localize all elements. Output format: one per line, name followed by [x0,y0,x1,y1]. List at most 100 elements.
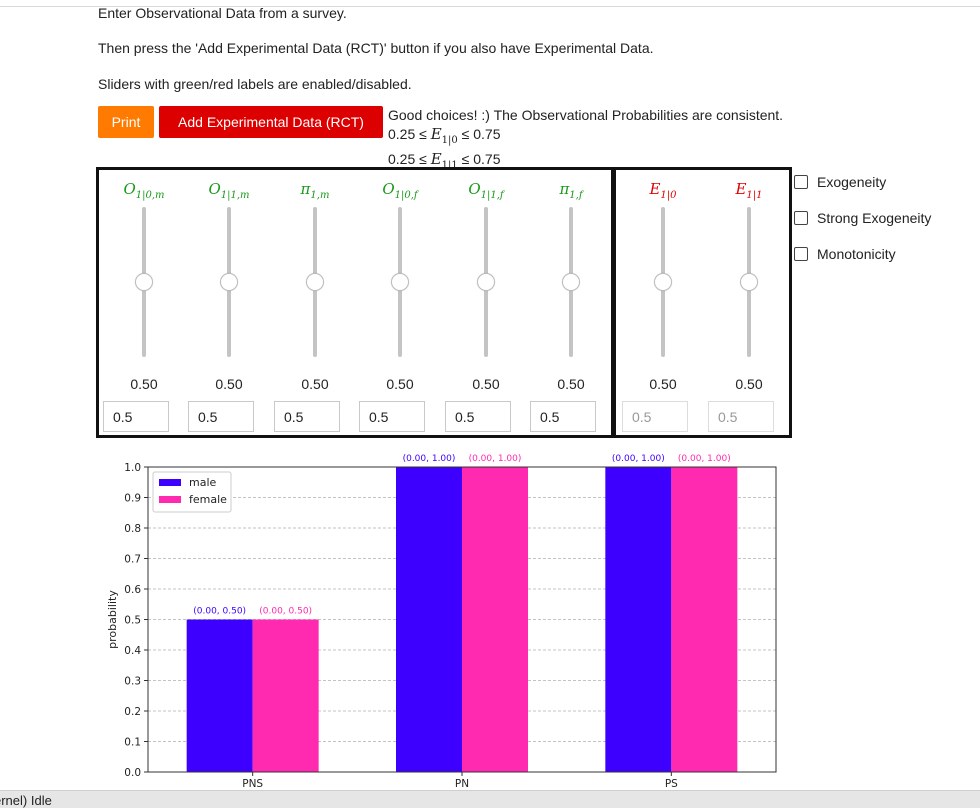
slider-handle[interactable] [740,273,758,291]
bar-female-PN [462,467,528,772]
y-tick-label: 1.0 [124,462,141,474]
slider-label: O1|0,f [382,180,418,201]
slider-handle[interactable] [477,273,495,291]
slider-value-label: 0.50 [215,376,243,392]
bound-e10-var: E1|0 [430,125,458,146]
status-message: Good choices! :) The Observational Proba… [388,107,784,123]
slider-value-input[interactable] [188,401,254,432]
bar-label-female-PN: (0.00, 1.00) [469,454,522,464]
top-divider [0,6,980,7]
exogeneity-checkbox-row[interactable]: Exogeneity [794,174,886,190]
x-tick-label: PNS [242,778,263,790]
experimental-sliders-panel: E1|0 0.50 E1|1 0.50 [613,167,792,438]
slider-label: E1|0 [649,180,677,201]
y-tick-label: 0.8 [124,523,141,535]
slider-label: π1,m [300,180,330,201]
strong-exogeneity-checkbox-row[interactable]: Strong Exogeneity [794,210,931,226]
bar-male-PNS [186,619,253,772]
y-tick-label: 0.3 [124,676,141,688]
strong-exogeneity-label: Strong Exogeneity [817,210,932,226]
y-tick-label: 0.9 [124,493,141,505]
bound-e11: 0.25 ≤ E1|1 ≤ 0.75 [388,150,783,175]
slider-handle[interactable] [220,273,238,291]
x-tick-label: PS [665,778,678,790]
slider-handle[interactable] [391,273,409,291]
bar-label-female-PS: (0.00, 1.00) [678,454,731,464]
monotonicity-checkbox[interactable] [794,247,808,261]
y-tick-label: 0.7 [124,554,141,566]
legend-swatch-female [159,496,181,503]
probability-bar-chart: 0.0 0.1 0.2 0.3 0.4 0.5 0.6 0.7 0.8 0.9 1.0 (0.00, … [106,454,777,790]
bar-label-male-PS: (0.00, 1.00) [612,454,665,464]
slider-value-input[interactable] [445,401,511,432]
legend-swatch-male [159,479,181,486]
slider-value-input[interactable] [274,401,340,432]
bound-e10-lower: 0.25 ≤ [388,126,427,142]
add-experimental-data-button[interactable]: Add Experimental Data (RCT) [159,106,383,138]
bound-e10-upper: ≤ 0.75 [461,126,501,142]
bar-label-male-PN: (0.00, 1.00) [403,454,456,464]
slider-value-label: 0.50 [735,376,763,392]
slider-3[interactable]: π1,m 0.50 [272,170,358,435]
slider-value-input[interactable] [622,401,688,432]
slider-value-input[interactable] [103,401,169,432]
bound-e11-var: E1|1 [430,150,458,171]
intro-line-3: Sliders with green/red labels are enable… [98,76,412,92]
slider-2[interactable]: O1|1,m 0.50 [186,170,272,435]
slider-1[interactable]: O1|0,m 0.50 [101,170,187,435]
slider-value-input[interactable] [708,401,774,432]
bound-e11-lower: 0.25 ≤ [388,151,427,167]
intro-line-1: Enter Observational Data from a survey. [98,5,347,21]
slider-value-label: 0.50 [301,376,329,392]
slider-6[interactable]: π1,f 0.50 [528,170,614,435]
slider-value-label: 0.50 [130,376,158,392]
slider-label: O1|0,m [123,180,165,201]
exogeneity-checkbox[interactable] [794,175,808,189]
y-tick-label: 0.2 [124,706,141,718]
bar-female-PNS [252,619,319,772]
slider-value-input[interactable] [359,401,425,432]
strong-exogeneity-checkbox[interactable] [794,211,808,225]
bound-e11-upper: ≤ 0.75 [461,151,501,167]
slider-value-label: 0.50 [472,376,500,392]
observational-sliders-panel: O1|0,m0.50O1|1,m0.50π1,m0.50O1|0,f0.50O1… [96,167,614,438]
y-tick-label: 0.1 [124,737,141,749]
monotonicity-label: Monotonicity [817,246,896,262]
slider-5[interactable]: O1|1,f 0.50 [443,170,529,435]
slider-value-label: 0.50 [649,376,677,392]
monotonicity-checkbox-row[interactable]: Monotonicity [794,246,896,262]
slider-label: O1|1,f [468,180,504,201]
plot-frame [147,466,777,773]
print-button[interactable]: Print [98,106,154,138]
y-tick-label: 0.5 [124,615,141,627]
slider-handle[interactable] [135,273,153,291]
slider-handle[interactable] [306,273,324,291]
y-axis-label: probability [106,590,119,649]
x-tick-label: PN [455,778,469,790]
legend-label-female: female [189,493,227,506]
status-message-block: Good choices! :) The Observational Proba… [388,106,783,175]
slider-label: π1,f [559,180,583,201]
slider-value-label: 0.50 [386,376,414,392]
slider-handle[interactable] [654,273,672,291]
slider-value-input[interactable] [530,401,596,432]
y-tick-label: 0.6 [124,584,141,596]
slider-value-label: 0.50 [557,376,585,392]
bar-female-PS [671,467,738,772]
intro-line-2: Then press the 'Add Experimental Data (R… [98,40,654,56]
bar-male-PN [396,467,462,772]
exogeneity-label: Exogeneity [817,174,887,190]
slider-handle[interactable] [562,273,580,291]
y-tick-label: 0.0 [124,767,141,779]
slider-label: E1|1 [735,180,763,201]
bar-label-male-PNS: (0.00, 0.50) [193,607,246,617]
slider-4[interactable]: O1|0,f 0.50 [357,170,443,435]
slider-7[interactable]: E1|0 0.50 [620,170,706,435]
legend-label-male: male [189,476,217,489]
slider-label: O1|1,m [208,180,250,201]
slider-8[interactable]: E1|1 0.50 [706,170,792,435]
bound-e10: 0.25 ≤ E1|0 ≤ 0.75 [388,125,783,150]
bar-male-PS [605,467,672,772]
